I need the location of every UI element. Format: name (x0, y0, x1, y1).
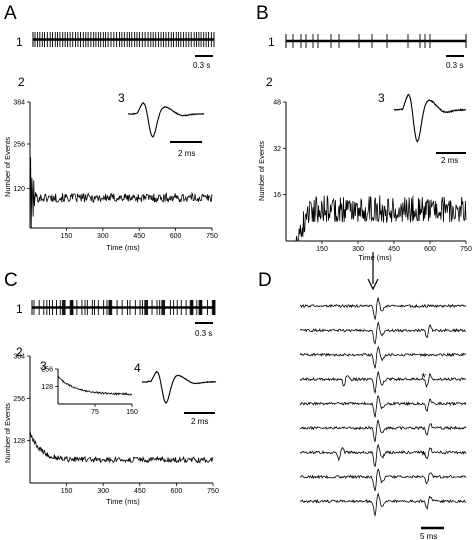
x-tick-label: 300 (97, 488, 109, 495)
x-tick-label: 600 (170, 233, 182, 240)
waveform-a (127, 101, 205, 138)
histogram-trace (29, 432, 214, 464)
a-xlabel: Time (ms) (106, 243, 140, 252)
raster-c (31, 300, 216, 315)
x-tick-label: 750 (207, 488, 219, 495)
x-tick-label: 450 (388, 246, 400, 253)
y-tick-label: 120 (13, 186, 25, 193)
x-tick-label: 600 (424, 246, 436, 253)
c-raster-scale-label: 0.3 s (195, 329, 212, 338)
arrow-head (367, 278, 379, 291)
b-ylabel: Number of Events (257, 141, 266, 201)
sweep-trace (299, 468, 467, 492)
b-raster-scale-label: 0.3 s (446, 61, 463, 70)
sweep-trace (299, 371, 467, 395)
x-tick-label: 150 (316, 246, 328, 253)
b-xlabel: Time (ms) (358, 253, 392, 262)
sweep-trace (299, 296, 467, 321)
x-tick-label: 300 (352, 246, 364, 253)
c-xlabel: Time (ms) (106, 497, 140, 506)
histogram-b: 150 300 450 600 750 16 32 48 (273, 100, 472, 254)
x-tick-label: 150 (61, 488, 73, 495)
sweep-trace (299, 395, 467, 418)
c-inset-num: 3 (40, 359, 47, 373)
sweep-trace (299, 419, 467, 443)
c-wave-scale-label: 2 ms (191, 417, 208, 426)
c-ylabel: Number of Events (3, 403, 12, 463)
a-wave-num: 3 (118, 91, 125, 105)
asterisk-2: * (421, 448, 426, 463)
a-hist-num: 2 (18, 75, 25, 89)
c-raster-num: 1 (16, 302, 23, 316)
y-tick-label: 256 (13, 396, 25, 403)
x-tick-label: 300 (97, 233, 109, 240)
b-hist-num: 2 (266, 75, 273, 89)
histogram-trace (57, 375, 133, 396)
asterisk-1: * (421, 370, 426, 385)
panel-letter-b: B (256, 3, 269, 24)
c-hist-num: 2 (16, 345, 23, 359)
x-tick-label: 150 (126, 409, 138, 416)
b-wave-scale-label: 2 ms (441, 156, 458, 165)
histogram-c: 150 300 450 600 750 128 256 384 (13, 354, 219, 496)
sweep-trace (299, 345, 467, 369)
sweep-trace (299, 321, 467, 345)
raster-b (285, 34, 467, 48)
histogram-c-inset: 75 150 128 256 (41, 367, 138, 417)
a-raster-scale-label: 0.3 s (193, 61, 210, 70)
panel-letter-a: A (4, 3, 17, 24)
y-tick-label: 128 (41, 384, 53, 391)
b-raster-num: 1 (268, 35, 275, 49)
x-tick-label: 750 (206, 233, 218, 240)
spike-waveform (127, 101, 205, 138)
y-tick-label: 16 (273, 192, 281, 199)
y-tick-label: 384 (13, 100, 25, 107)
b-wave-num: 3 (378, 91, 385, 105)
d-scale-label: 5 ms (420, 532, 437, 540)
panel-letter-c: C (4, 270, 18, 291)
c-wave-num: 4 (134, 361, 141, 375)
y-tick-label: 128 (13, 438, 25, 445)
x-tick-label: 75 (91, 409, 99, 416)
histogram-trace (29, 157, 213, 229)
spike-waveform (393, 93, 466, 143)
panel-d-arrow (367, 252, 379, 291)
y-tick-label: 256 (13, 142, 25, 149)
histogram-trace (286, 195, 467, 242)
x-tick-label: 450 (134, 488, 146, 495)
a-wave-scale-label: 2 ms (178, 149, 195, 158)
panel-letter-d: D (258, 270, 272, 291)
waveform-b (393, 93, 466, 143)
raster-a (32, 32, 215, 47)
histogram-a: 150 300 450 600 750 120 256 384 (13, 100, 218, 241)
x-tick-label: 750 (460, 246, 472, 253)
y-tick-label: 256 (41, 367, 53, 374)
waveform-c (141, 370, 217, 404)
spike-waveform (141, 370, 217, 404)
y-tick-label: 384 (13, 354, 25, 361)
panel-d-traces (299, 296, 467, 517)
sweep-trace (299, 443, 467, 468)
x-tick-label: 450 (133, 233, 145, 240)
x-tick-label: 150 (61, 233, 73, 240)
y-tick-label: 48 (273, 100, 281, 107)
a-ylabel: Number of Events (3, 137, 12, 197)
y-tick-label: 32 (273, 146, 281, 153)
sweep-trace (299, 492, 467, 517)
a-raster-num: 1 (16, 35, 23, 49)
x-tick-label: 600 (171, 488, 183, 495)
